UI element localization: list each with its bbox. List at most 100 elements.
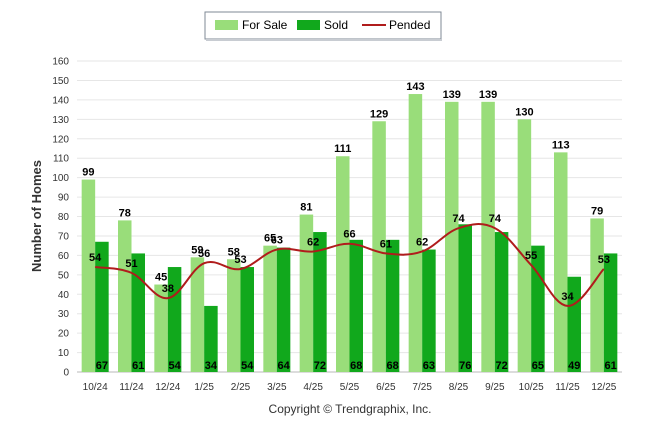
- bar-sold: [385, 239, 400, 372]
- x-tick-label: 3/25: [267, 382, 287, 393]
- legend-swatch-sold: [297, 20, 320, 30]
- label-sold: 61: [132, 360, 144, 372]
- y-tick-label: 10: [58, 348, 70, 359]
- label-sold: 61: [604, 360, 616, 372]
- y-tick-label: 40: [58, 290, 70, 301]
- bar-for-sale: [227, 259, 241, 372]
- bar-for-sale: [481, 101, 495, 372]
- label-sold: 67: [96, 360, 108, 372]
- label-for-sale: 45: [155, 272, 167, 284]
- bar-sold: [422, 249, 436, 372]
- x-tick-label: 9/25: [485, 382, 505, 393]
- bar-sold: [204, 305, 218, 372]
- label-sold: 72: [314, 360, 326, 372]
- bar-for-sale: [372, 121, 386, 372]
- bar-sold: [95, 241, 109, 372]
- label-pended: 66: [343, 229, 355, 241]
- bar-for-sale: [299, 214, 314, 372]
- bar-sold: [313, 232, 327, 372]
- bar-for-sale: [263, 245, 277, 372]
- label-for-sale: 139: [443, 89, 461, 101]
- label-sold: 76: [459, 360, 471, 372]
- label-pended: 55: [525, 250, 537, 262]
- label-pended: 51: [125, 258, 137, 270]
- bar-sold: [349, 239, 363, 372]
- bar-sold: [603, 253, 618, 372]
- bar-for-sale: [590, 218, 604, 372]
- legend-label-for-sale: For Sale: [242, 18, 288, 32]
- label-for-sale: 129: [370, 108, 388, 120]
- y-tick-label: 150: [52, 76, 69, 87]
- x-tick-label: 7/25: [412, 382, 432, 393]
- y-tick-label: 140: [52, 95, 69, 106]
- bar-for-sale: [81, 179, 96, 372]
- y-tick-label: 20: [58, 329, 70, 340]
- pended-line: [95, 223, 605, 307]
- bar-for-sale: [517, 119, 532, 372]
- label-for-sale: 79: [591, 205, 603, 217]
- x-tick-label: 12/25: [591, 382, 616, 393]
- label-for-sale: 99: [82, 167, 94, 179]
- label-for-sale: 81: [300, 202, 312, 214]
- label-pended: 74: [489, 213, 502, 225]
- legend-label-pended: Pended: [389, 18, 430, 32]
- y-tick-label: 60: [58, 251, 70, 262]
- label-pended: 62: [416, 236, 428, 248]
- y-tick-label: 130: [52, 115, 69, 126]
- bar-for-sale: [554, 152, 568, 372]
- label-pended: 62: [307, 236, 319, 248]
- x-tick-label: 10/25: [519, 382, 544, 393]
- label-pended: 53: [598, 254, 610, 266]
- y-tick-label: 80: [58, 212, 70, 223]
- x-tick-label: 8/25: [449, 382, 469, 393]
- label-pended: 38: [162, 283, 174, 295]
- y-axis-ticks: 0 10 20 30 40 50 60 70 80 90 100 110 120 130 140 150 160: [52, 57, 69, 379]
- label-sold: 54: [241, 360, 254, 372]
- y-tick-label: 160: [52, 57, 69, 68]
- label-sold: 72: [495, 360, 507, 372]
- bar-for-sale: [154, 284, 168, 372]
- bar-for-sale: [118, 220, 132, 372]
- label-sold: 63: [423, 360, 435, 372]
- label-for-sale: 113: [552, 139, 570, 151]
- legend-swatch-for-sale: [215, 20, 238, 30]
- label-sold: 68: [386, 360, 398, 372]
- bar-for-sale: [190, 257, 205, 372]
- label-pended: 53: [234, 254, 246, 266]
- x-tick-label: 5/25: [340, 382, 360, 393]
- data-labels: 99 67 78 61 45 54 59 34 58 54 65 64 81 72 111 68 129 68 14…: [82, 81, 616, 372]
- x-tick-label: 12/24: [155, 382, 180, 393]
- label-pended: 63: [271, 235, 283, 247]
- bar-for-sale: [445, 101, 459, 372]
- label-pended: 56: [198, 248, 210, 260]
- label-sold: 68: [350, 360, 362, 372]
- legend-label-sold: Sold: [324, 18, 348, 32]
- x-tick-label: 11/24: [119, 382, 144, 393]
- bar-sold: [240, 267, 254, 372]
- bar-for-sale: [336, 156, 350, 372]
- label-pended: 74: [452, 213, 465, 225]
- legend: For Sale Sold Pended: [204, 11, 442, 41]
- x-tick-label: 1/25: [194, 382, 214, 393]
- legend-box: [204, 11, 442, 40]
- y-tick-label: 120: [52, 134, 69, 145]
- y-axis-title: Number of Homes: [29, 160, 44, 272]
- label-pended: 34: [561, 291, 574, 303]
- footer-copyright: Copyright © Trendgraphix, Inc.: [269, 402, 432, 416]
- label-sold: 49: [568, 360, 580, 372]
- y-tick-label: 50: [58, 270, 70, 281]
- label-for-sale: 78: [119, 207, 131, 219]
- y-tick-label: 70: [58, 231, 70, 242]
- label-pended: 54: [89, 252, 102, 264]
- x-axis-ticks: 10/24 11/24 12/24 1/25 2/25 3/25 4/25 5/25 6/25 7…: [83, 382, 617, 393]
- bar-sold: [494, 232, 509, 372]
- label-for-sale: 59: [191, 244, 203, 256]
- legend-box-shadow: [206, 39, 442, 41]
- label-for-sale: 130: [515, 106, 533, 118]
- label-sold: 64: [277, 360, 290, 372]
- label-sold: 34: [205, 360, 218, 372]
- bar-sold: [131, 253, 145, 372]
- y-tick-label: 90: [58, 193, 70, 204]
